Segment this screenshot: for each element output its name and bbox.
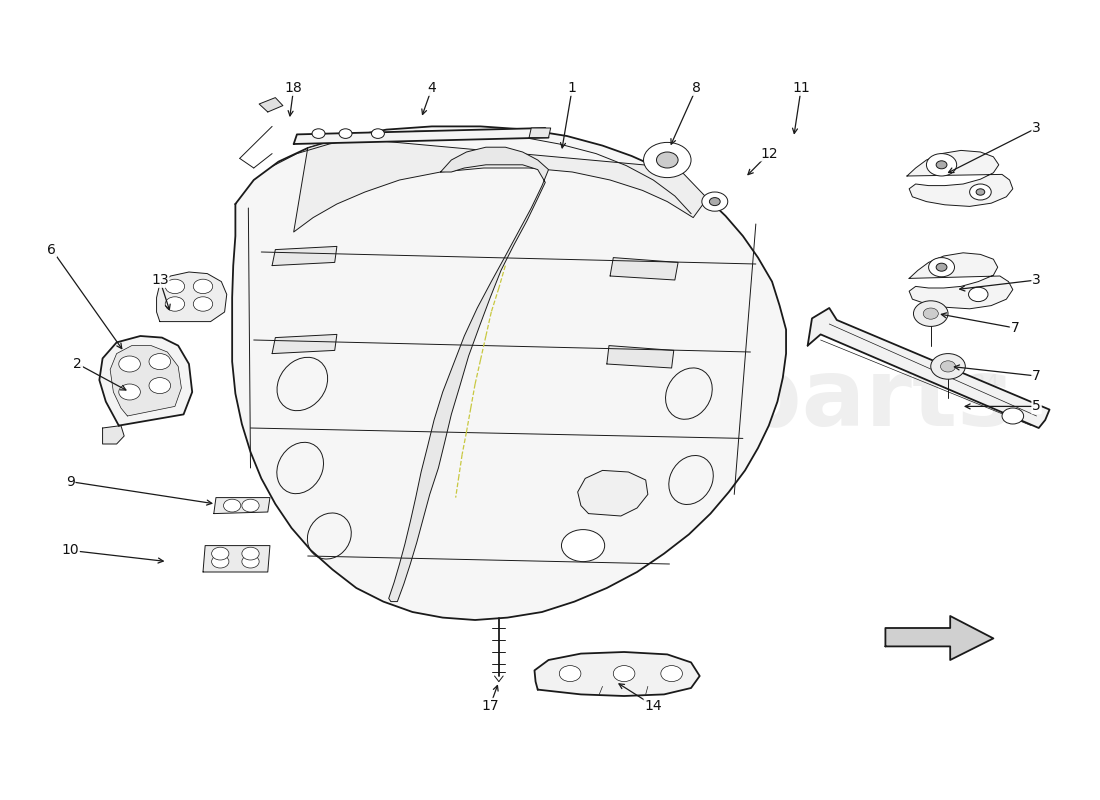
Polygon shape xyxy=(535,652,700,696)
Polygon shape xyxy=(807,308,1049,428)
Polygon shape xyxy=(529,128,551,138)
Text: 12: 12 xyxy=(760,146,778,161)
Circle shape xyxy=(561,530,605,562)
Circle shape xyxy=(614,666,635,682)
Polygon shape xyxy=(232,126,786,620)
Polygon shape xyxy=(99,336,192,426)
Text: 11: 11 xyxy=(792,81,810,95)
Circle shape xyxy=(936,161,947,169)
Circle shape xyxy=(211,547,229,560)
Circle shape xyxy=(119,384,141,400)
Circle shape xyxy=(148,378,170,394)
Circle shape xyxy=(702,192,728,211)
Polygon shape xyxy=(388,147,549,602)
Polygon shape xyxy=(260,98,283,112)
Circle shape xyxy=(194,297,212,311)
Text: 1984: 1984 xyxy=(944,374,1000,394)
Text: 3: 3 xyxy=(1032,121,1041,135)
Polygon shape xyxy=(272,246,337,266)
Polygon shape xyxy=(272,334,337,354)
Circle shape xyxy=(165,279,185,294)
Text: 4: 4 xyxy=(428,81,437,95)
Circle shape xyxy=(968,287,988,302)
Polygon shape xyxy=(156,272,227,322)
Circle shape xyxy=(926,154,957,176)
Text: 7: 7 xyxy=(1011,321,1020,335)
Circle shape xyxy=(1002,408,1024,424)
Circle shape xyxy=(119,356,141,372)
Circle shape xyxy=(242,547,260,560)
Polygon shape xyxy=(886,616,993,660)
Text: 18: 18 xyxy=(285,81,303,95)
Circle shape xyxy=(372,129,384,138)
Text: 14: 14 xyxy=(645,698,662,713)
Text: 6: 6 xyxy=(47,242,56,257)
Text: 10: 10 xyxy=(62,543,79,558)
Circle shape xyxy=(936,263,947,271)
Circle shape xyxy=(644,142,691,178)
Polygon shape xyxy=(204,546,270,572)
Circle shape xyxy=(559,666,581,682)
Polygon shape xyxy=(294,128,549,144)
Circle shape xyxy=(165,297,185,311)
Circle shape xyxy=(928,258,955,277)
Text: 8: 8 xyxy=(692,81,701,95)
Circle shape xyxy=(913,301,948,326)
Polygon shape xyxy=(578,470,648,516)
Text: 17: 17 xyxy=(482,698,499,713)
Text: a passion for parts: a passion for parts xyxy=(432,482,691,510)
Text: 13: 13 xyxy=(151,273,168,287)
Polygon shape xyxy=(294,138,707,232)
Polygon shape xyxy=(908,150,1013,206)
Circle shape xyxy=(223,499,241,512)
Circle shape xyxy=(194,279,212,294)
Circle shape xyxy=(976,189,984,195)
Text: 9: 9 xyxy=(66,474,75,489)
Text: eurocarparts: eurocarparts xyxy=(326,354,1013,446)
Circle shape xyxy=(312,129,324,138)
Polygon shape xyxy=(910,253,1013,309)
Text: 1: 1 xyxy=(568,81,576,95)
Text: 7: 7 xyxy=(1032,369,1041,383)
Circle shape xyxy=(242,499,260,512)
Polygon shape xyxy=(102,426,124,444)
Circle shape xyxy=(661,666,682,682)
Text: 5: 5 xyxy=(1032,399,1041,414)
Text: 3: 3 xyxy=(1032,273,1041,287)
Circle shape xyxy=(710,198,720,206)
Circle shape xyxy=(923,308,938,319)
Circle shape xyxy=(931,354,966,379)
Polygon shape xyxy=(213,498,270,514)
Circle shape xyxy=(940,361,956,372)
Circle shape xyxy=(242,555,260,568)
Text: 2: 2 xyxy=(74,357,82,371)
Circle shape xyxy=(657,152,678,168)
Circle shape xyxy=(148,354,170,370)
Circle shape xyxy=(211,555,229,568)
Circle shape xyxy=(339,129,352,138)
Polygon shape xyxy=(610,258,678,280)
Polygon shape xyxy=(607,346,674,368)
Polygon shape xyxy=(110,346,182,416)
Circle shape xyxy=(969,184,991,200)
